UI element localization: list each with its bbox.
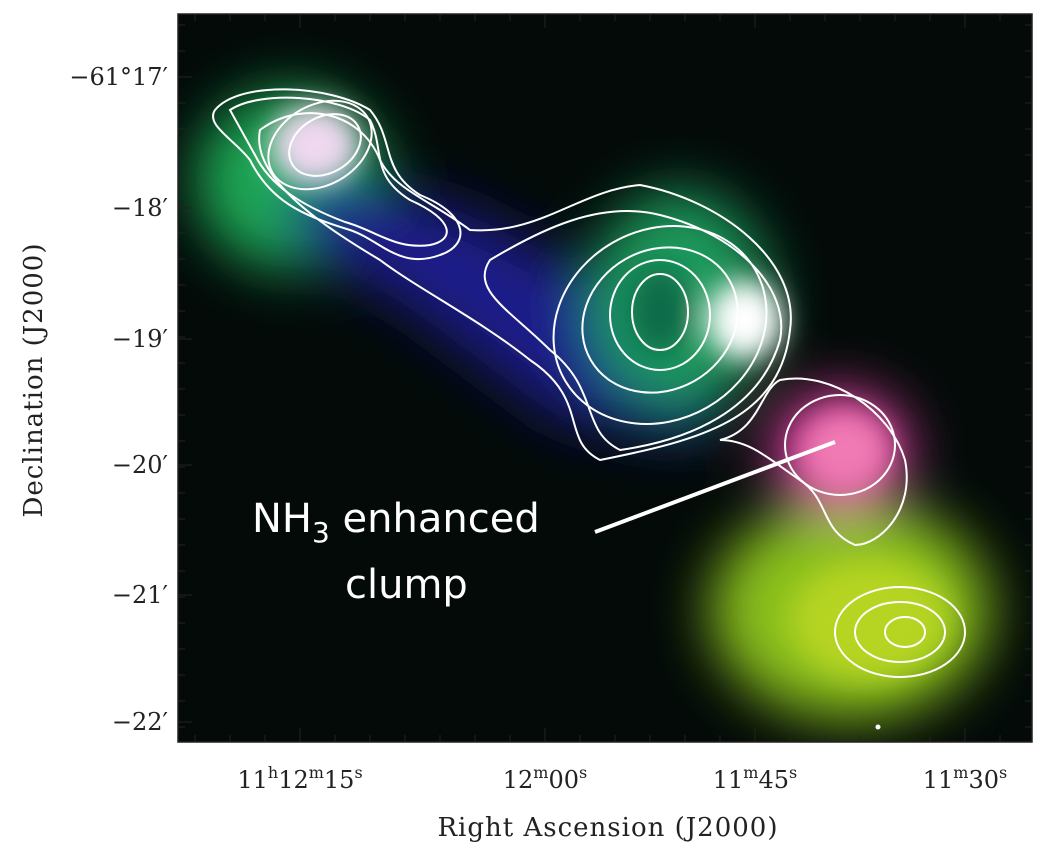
unit: m bbox=[309, 763, 324, 782]
frame bbox=[177, 13, 1033, 743]
contours bbox=[212, 88, 966, 678]
number: 11 bbox=[237, 766, 268, 794]
number: 00 bbox=[548, 766, 579, 794]
unit: s bbox=[999, 763, 1007, 782]
y-tick-label: −18′ bbox=[112, 194, 168, 222]
unit: m bbox=[953, 763, 968, 782]
x-tick-label: 11m45s bbox=[713, 763, 797, 794]
x-tick-label: 11h12m15s bbox=[237, 763, 362, 794]
number: 15 bbox=[324, 766, 355, 794]
y-axis-label: Declination (J2000) bbox=[19, 243, 49, 518]
image bbox=[178, 14, 1032, 742]
unit: m bbox=[533, 763, 548, 782]
x-axis-label: Right Ascension (J2000) bbox=[437, 813, 778, 843]
number: 45 bbox=[758, 766, 789, 794]
y-tick-label: −19′ bbox=[112, 325, 168, 353]
number: 11 bbox=[713, 766, 744, 794]
x-tick-label: 12m00s bbox=[503, 763, 587, 794]
tick-marks bbox=[178, 14, 1032, 742]
number: 12 bbox=[503, 766, 534, 794]
x-tick-label: 11m30s bbox=[923, 763, 1007, 794]
y-tick-label: −61°17′ bbox=[69, 63, 168, 91]
number: 11 bbox=[923, 766, 954, 794]
annotation: clump bbox=[345, 562, 468, 608]
y-tick-label: −21′ bbox=[112, 581, 168, 609]
unit: m bbox=[743, 763, 758, 782]
y-tick-label: −20′ bbox=[112, 451, 168, 479]
unit: h bbox=[268, 763, 278, 782]
number: 30 bbox=[968, 766, 999, 794]
y-tick-label: −22′ bbox=[112, 708, 168, 736]
unit: s bbox=[579, 763, 587, 782]
annotation: NH3 enhanced bbox=[252, 496, 540, 549]
unit: s bbox=[354, 763, 362, 782]
number: 12 bbox=[278, 766, 309, 794]
unit: s bbox=[789, 763, 797, 782]
